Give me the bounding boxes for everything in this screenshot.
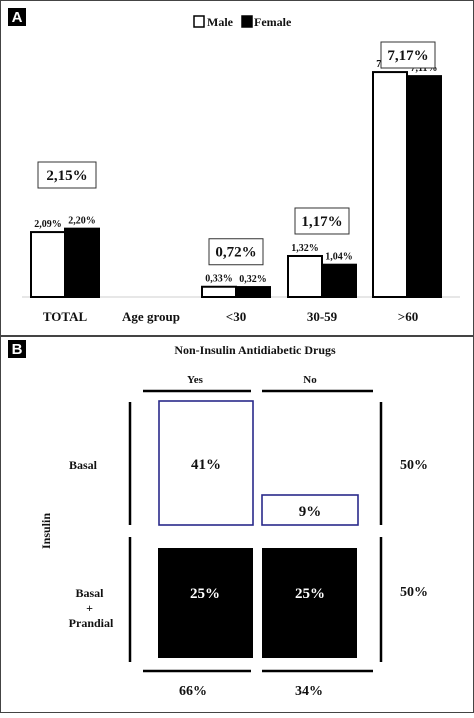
col-total-yes: 66% (179, 684, 207, 699)
bar-over-60-female (406, 75, 442, 298)
panel-b-badge (8, 340, 26, 358)
col-total-no: 34% (295, 684, 323, 699)
panel-b-letter: B (12, 341, 23, 358)
bar-label-total-male: 2,09% (34, 219, 62, 230)
panel-b: B Non-Insulin Antidiabetic Drugs Yes No … (0, 336, 474, 713)
col-header-yes: Yes (187, 374, 204, 386)
bar-total-female (64, 227, 100, 298)
cell-prandial-yes-value: 25% (190, 586, 220, 602)
row-total-basal: 50% (400, 458, 428, 473)
total-box-30-59 (294, 207, 350, 235)
total-value-boxes: 2,15% 0,72% 1,17% 7,17% (37, 41, 436, 266)
cell-prandial-yes (158, 548, 253, 658)
row-header-basal-prandial-line-2: + (86, 601, 93, 615)
category-labels: TOTAL <30 30-59 >60 (43, 309, 418, 324)
total-box-total (37, 161, 97, 189)
row-header-basal-prandial-line-3: Prandial (69, 616, 114, 630)
bar-label-over-60-female: 7,11% (411, 63, 438, 74)
total-value-under-30: 0,72% (215, 245, 256, 261)
bar-under-30-male (201, 285, 237, 298)
row-total-prandial: 50% (400, 585, 428, 600)
cell-basal-no (261, 494, 359, 526)
cell-prandial-no-value: 25% (295, 586, 325, 602)
panel-a-badge (8, 8, 26, 26)
total-box-over-60 (380, 41, 436, 69)
bar-under-30-female (235, 286, 271, 298)
bar-label-total-female: 2,20% (68, 216, 96, 227)
age-group-label: Age group (122, 309, 180, 324)
legend-female-label: Female (254, 15, 292, 29)
legend-male-swatch (193, 15, 205, 28)
legend: Male Female (193, 15, 292, 29)
bar-label-under-30-male: 0,33% (205, 274, 233, 285)
row-header-basal-prandial: Basal + Prandial (69, 586, 114, 630)
bar-label-30-59-male: 1,32% (291, 243, 319, 254)
cell-basal-yes (158, 400, 254, 526)
category-label-over-60: >60 (398, 309, 418, 324)
cell-prandial-no (262, 548, 357, 658)
panel-b-title: Non-Insulin Antidiabetic Drugs (174, 343, 336, 357)
bar-30-59-male (287, 254, 323, 299)
bar-over-60-male (372, 71, 408, 298)
total-value-30-59: 1,17% (301, 214, 342, 230)
legend-male-label: Male (207, 15, 234, 29)
total-value-total: 2,15% (46, 168, 87, 184)
bar-30-59-female (321, 263, 357, 299)
bars (30, 71, 442, 299)
bar-label-30-59-female: 1,04% (325, 252, 353, 263)
bar-total-male (30, 231, 66, 298)
row-header-basal-prandial-line-1: Basal (75, 586, 104, 600)
row-header-basal: Basal (69, 458, 98, 472)
row-axis-label: Insulin (39, 513, 53, 549)
panel-a-letter: A (12, 9, 23, 26)
cell-basal-no-value: 9% (299, 504, 322, 520)
legend-female-swatch (241, 15, 253, 28)
category-label-total: TOTAL (43, 309, 88, 324)
total-value-over-60: 7,17% (387, 48, 428, 64)
total-box-under-30 (208, 238, 264, 266)
panel-a: A Male Female 2,09% 2,20% 0,33% 0,32% 1,32% 1… (0, 0, 474, 336)
bar-label-under-30-female: 0,32% (239, 274, 267, 285)
category-label-30-59: 30-59 (307, 309, 338, 324)
col-header-no: No (303, 374, 317, 386)
cell-basal-yes-value: 41% (191, 457, 221, 473)
category-label-under-30: <30 (226, 309, 246, 324)
